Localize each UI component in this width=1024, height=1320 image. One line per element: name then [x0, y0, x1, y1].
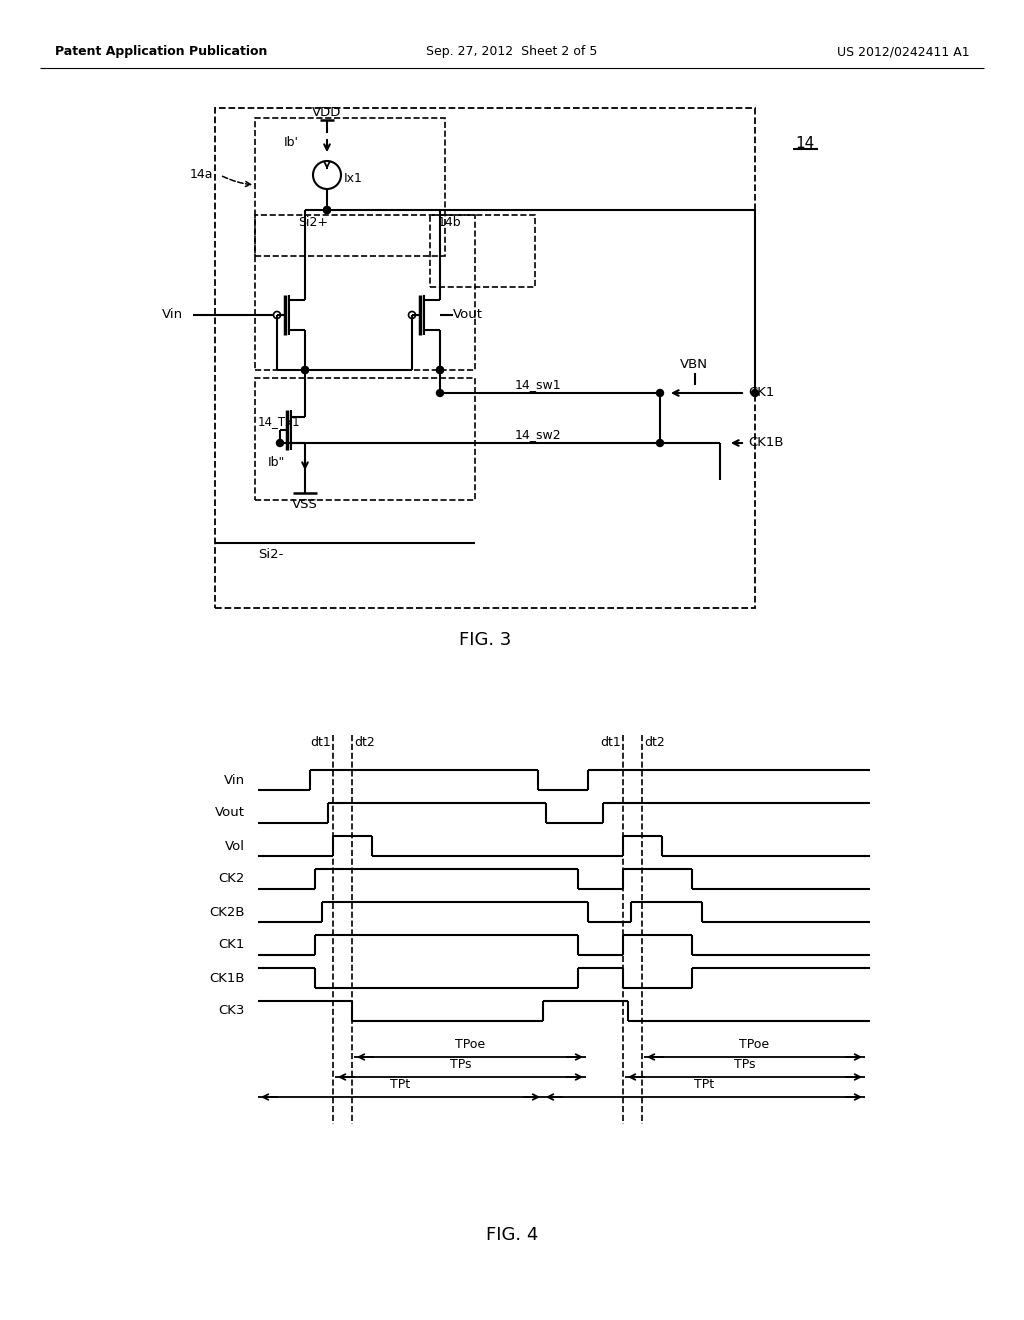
Text: VSS: VSS	[292, 499, 317, 511]
Text: Sep. 27, 2012  Sheet 2 of 5: Sep. 27, 2012 Sheet 2 of 5	[426, 45, 598, 58]
Circle shape	[324, 206, 331, 214]
Text: Patent Application Publication: Patent Application Publication	[55, 45, 267, 58]
Text: Ix1: Ix1	[344, 172, 362, 185]
Circle shape	[656, 389, 664, 396]
Circle shape	[276, 440, 284, 446]
Bar	[430, 215, 535, 286]
Circle shape	[301, 367, 308, 374]
Text: TPt: TPt	[694, 1078, 714, 1092]
Text: dt2: dt2	[354, 735, 375, 748]
Text: 14_sw1: 14_sw1	[515, 379, 561, 392]
Text: TPoe: TPoe	[739, 1039, 770, 1052]
Text: Vin: Vin	[162, 309, 183, 322]
Text: CK1: CK1	[219, 939, 245, 952]
Text: TPs: TPs	[734, 1059, 756, 1072]
Circle shape	[436, 367, 443, 374]
Text: TPs: TPs	[450, 1059, 471, 1072]
Text: dt1: dt1	[600, 735, 621, 748]
Text: CK1B: CK1B	[210, 972, 245, 985]
Text: Ib': Ib'	[284, 136, 299, 149]
Text: Si2-: Si2-	[258, 549, 284, 561]
Text: dt1: dt1	[310, 735, 331, 748]
Text: Si2+: Si2+	[298, 215, 328, 228]
Bar	[215, 108, 755, 609]
Text: FIG. 4: FIG. 4	[485, 1226, 539, 1243]
Text: Vout: Vout	[453, 309, 483, 322]
Text: TPt: TPt	[390, 1078, 411, 1092]
Text: Vin: Vin	[224, 774, 245, 787]
Circle shape	[324, 206, 331, 214]
Text: CK2B: CK2B	[210, 906, 245, 919]
Circle shape	[436, 389, 443, 396]
Text: CK2: CK2	[219, 873, 245, 886]
Circle shape	[436, 367, 443, 374]
Text: 14: 14	[795, 136, 814, 150]
Text: CK1B: CK1B	[748, 437, 783, 450]
Text: 14_sw2: 14_sw2	[515, 429, 561, 441]
Circle shape	[301, 367, 308, 374]
Text: CK1: CK1	[748, 387, 774, 400]
Text: US 2012/0242411 A1: US 2012/0242411 A1	[838, 45, 970, 58]
Text: 14_Tx1: 14_Tx1	[258, 416, 301, 429]
Bar	[255, 215, 475, 370]
Text: VDD: VDD	[312, 106, 342, 119]
Bar	[255, 117, 445, 256]
Text: VBN: VBN	[680, 359, 708, 371]
Bar	[255, 378, 475, 500]
Text: 14a: 14a	[190, 169, 213, 181]
Text: CK3: CK3	[219, 1005, 245, 1018]
Text: 14b: 14b	[438, 215, 462, 228]
Text: FIG. 3: FIG. 3	[459, 631, 511, 649]
Circle shape	[752, 389, 759, 396]
Text: Vol: Vol	[225, 840, 245, 853]
Text: dt2: dt2	[644, 735, 665, 748]
Circle shape	[656, 440, 664, 446]
Text: Vout: Vout	[215, 807, 245, 820]
Text: TPoe: TPoe	[455, 1039, 485, 1052]
Text: Ib": Ib"	[268, 455, 286, 469]
